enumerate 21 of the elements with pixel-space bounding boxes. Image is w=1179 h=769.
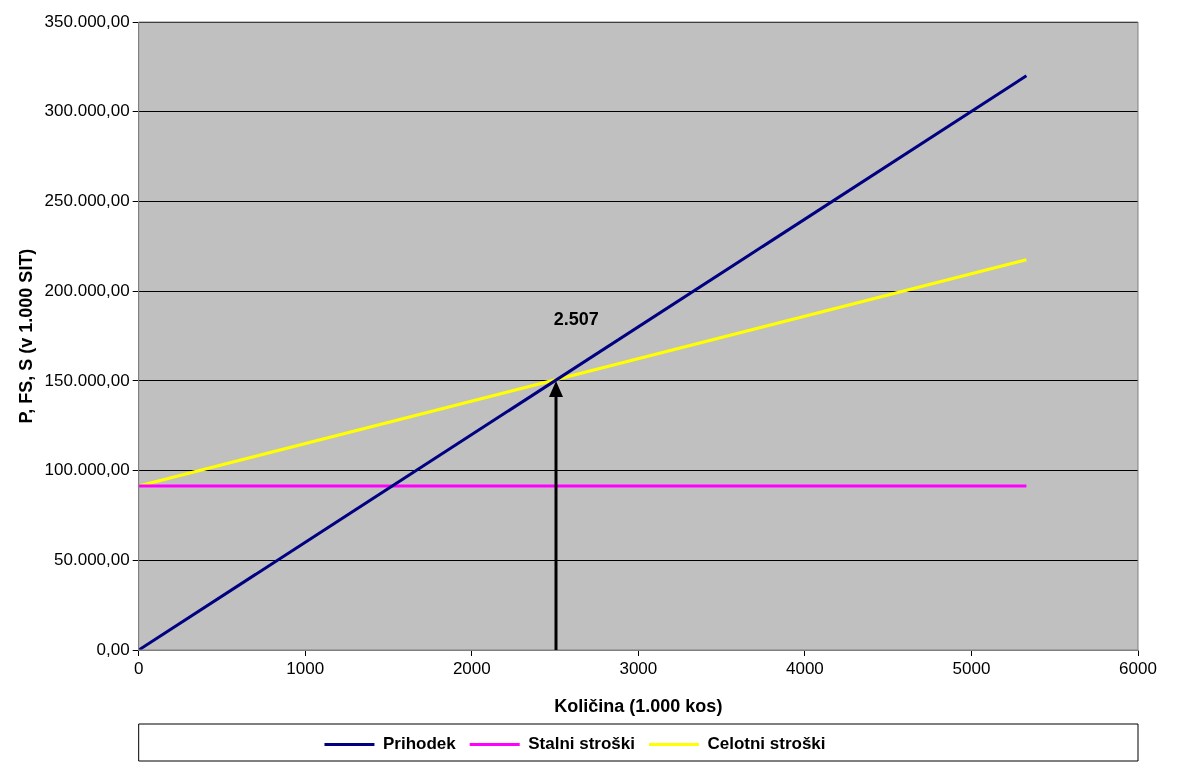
y-tick-label: 100.000,00 (44, 460, 130, 480)
y-tick-label: 300.000,00 (44, 101, 130, 121)
legend-label: Celotni stroški (707, 734, 826, 754)
y-tick-label: 50.000,00 (54, 549, 130, 569)
y-tick-label: 200.000,00 (44, 280, 130, 300)
legend-label: Stalni stroški (528, 734, 635, 754)
x-tick-label: 6000 (1119, 658, 1157, 678)
x-tick-label: 2000 (452, 658, 491, 678)
x-tick-label: 4000 (785, 658, 824, 678)
y-tick-label: 350.000,00 (44, 11, 130, 31)
x-tick-label: 3000 (619, 658, 658, 678)
annotation: 2.507 (553, 308, 599, 329)
x-tick-label: 1000 (286, 658, 325, 678)
legend-label: Prihodek (382, 734, 457, 754)
y-tick-label: 250.000,00 (44, 191, 130, 211)
y-axis-title: P, FS, S (v 1.000 SIT) (15, 248, 36, 424)
y-tick-label: 0,00 (96, 639, 130, 659)
x-tick-label: 0 (133, 658, 144, 678)
x-axis-title: Količina (1.000 kos) (554, 696, 723, 717)
x-tick-label: 5000 (952, 658, 991, 678)
y-tick-label: 150.000,00 (44, 370, 130, 390)
